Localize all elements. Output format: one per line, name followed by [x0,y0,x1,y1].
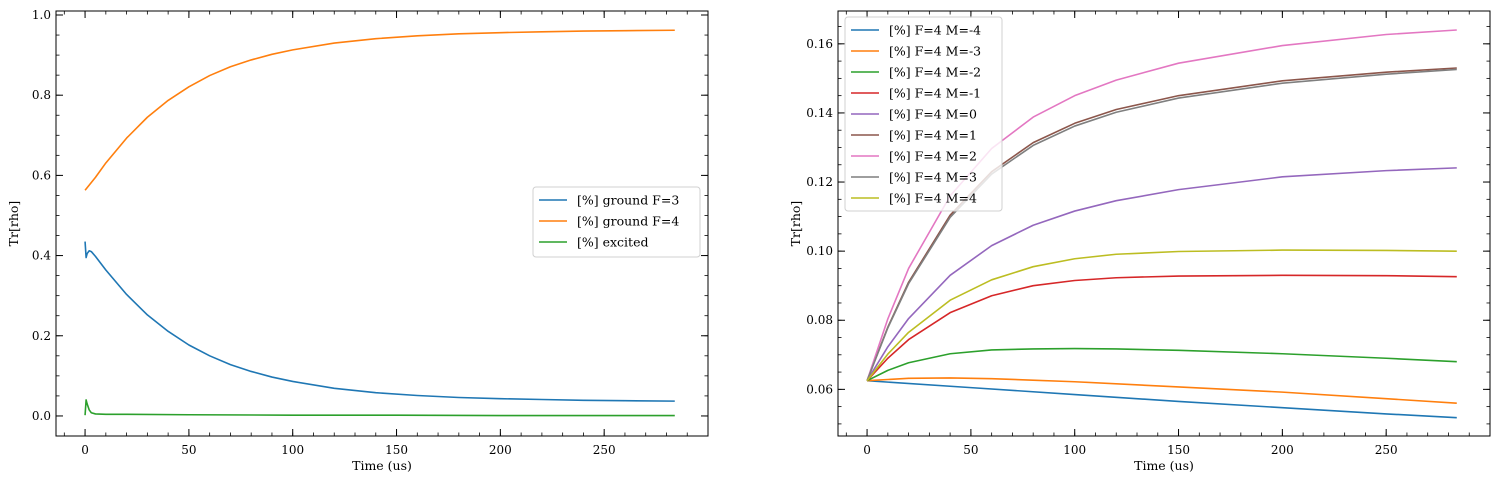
x-tick-label: 50 [963,443,978,457]
legend-label: [%] F=4 M=1 [889,128,977,143]
series-line-1 [867,379,1457,419]
y-tick-label: 0.10 [806,244,833,258]
legend-label: [%] F=4 M=-1 [889,86,981,101]
series-line-2 [867,377,1457,404]
chart-panel-2: 0 50 100 150 200 250 0.06 0.08 0.10 0.12 0.14 0.16 T… [788,10,1491,473]
axes-frame [55,10,709,437]
series-line-9 [866,249,1457,382]
legend-box [532,186,701,258]
x-axis-label: Time (us) [1134,458,1194,473]
legend: [%] F=4 M=-4 [%] F=4 M=-3 [%] F=4 M=-2 [%] … [844,16,1003,212]
legend-label: [%] F=4 M=4 [889,191,977,206]
series-line-3 [866,347,1457,382]
legend: [%] ground F=3 [%] ground F=4 [%] excited [532,186,701,258]
y-tick-label: 0.6 [32,168,51,182]
series-line-1 [84,241,675,402]
series-line-7 [866,29,1457,381]
y-tick-label: 0.14 [806,106,833,120]
y-tick-label: 0.0 [32,409,51,423]
chart-panel-1: 0 50 100 150 200 250 0.0 0.2 0.4 0.6 0.8 1.0 Time (u… [6,8,709,473]
y-tick-label: 0.16 [806,37,833,51]
y-axis-label: Tr[rho] [6,201,21,247]
x-tick-label: 200 [489,443,512,457]
series-line-2 [84,29,675,191]
series-line-3 [84,399,675,417]
x-tick-label: 100 [1063,443,1086,457]
y-tick-label: 1.0 [32,8,51,22]
legend-label: [%] F=4 M=3 [889,170,977,185]
legend-label: [%] F=4 M=-4 [889,23,981,38]
legend-label: [%] F=4 M=-2 [889,65,981,80]
x-tick-label: 150 [1167,443,1190,457]
series-line-8 [866,68,1457,382]
y-tick-label: 0.2 [32,329,51,343]
x-axis-label: Time (us) [352,458,412,473]
legend-label: [%] F=4 M=2 [889,149,977,164]
x-tick-label: 250 [593,443,616,457]
legend-box [844,16,1003,212]
x-tick-label: 200 [1271,443,1294,457]
y-tick-label: 0.12 [806,175,833,189]
x-tick-label: 50 [181,443,196,457]
y-tick-label: 0.8 [32,88,51,102]
axes-frame [837,10,1491,437]
x-tick-label: 150 [385,443,408,457]
x-tick-label: 250 [1375,443,1398,457]
series-line-5 [866,167,1457,382]
legend-label: [%] ground F=4 [577,214,679,229]
legend-label: [%] ground F=3 [577,193,679,208]
x-tick-label: 100 [281,443,304,457]
legend-label: [%] excited [577,235,648,250]
x-tick-label: 0 [863,443,871,457]
y-tick-label: 0.08 [806,313,833,327]
series-line-4 [866,274,1457,382]
legend-label: [%] F=4 M=-3 [889,44,981,59]
y-tick-label: 0.4 [32,249,51,263]
legend-label: [%] F=4 M=0 [889,107,977,122]
y-axis-label: Tr[rho] [788,201,803,247]
x-tick-label: 0 [81,443,89,457]
y-tick-label: 0.06 [806,382,833,396]
